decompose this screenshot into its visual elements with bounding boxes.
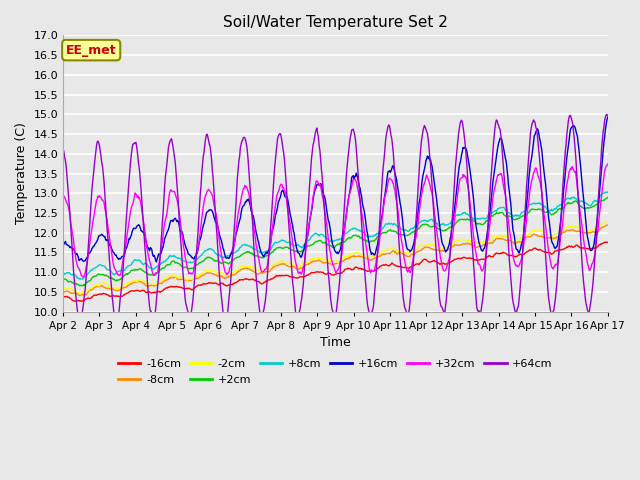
+8cm (60, 271, 67, 276)
Line: +16cm: +16cm (63, 118, 608, 262)
+64cm (221, 318, 229, 324)
+64cm (604, 113, 612, 119)
+2cm (604, 194, 612, 200)
-2cm (403, 250, 410, 256)
-2cm (60, 285, 67, 291)
+16cm (60, 243, 67, 249)
Legend: -16cm, -8cm, -2cm, +2cm, +8cm, +16cm, +32cm, +64cm: -16cm, -8cm, -2cm, +2cm, +8cm, +16cm, +3… (114, 355, 557, 389)
-16cm (419, 258, 426, 264)
+8cm (76, 276, 84, 282)
+16cm (152, 259, 160, 265)
Text: EE_met: EE_met (66, 44, 116, 57)
+2cm (181, 264, 189, 270)
-2cm (181, 276, 189, 282)
+8cm (604, 189, 612, 195)
Line: -8cm: -8cm (63, 225, 608, 296)
+64cm (403, 309, 410, 315)
-16cm (60, 294, 67, 300)
+64cm (125, 177, 133, 183)
-2cm (69, 287, 77, 293)
-16cm (77, 299, 85, 304)
-16cm (210, 280, 218, 286)
Line: -16cm: -16cm (63, 242, 608, 301)
-2cm (604, 218, 612, 224)
+8cm (126, 263, 134, 268)
+2cm (419, 222, 426, 228)
Line: +8cm: +8cm (63, 192, 608, 279)
+8cm (181, 259, 189, 264)
X-axis label: Time: Time (320, 336, 351, 349)
+2cm (403, 233, 410, 239)
+2cm (210, 257, 218, 263)
-16cm (602, 239, 610, 245)
+32cm (403, 266, 410, 272)
+2cm (60, 277, 67, 283)
-8cm (210, 271, 218, 277)
Line: +64cm: +64cm (63, 115, 608, 321)
-16cm (126, 288, 134, 294)
+8cm (403, 228, 410, 234)
+16cm (604, 115, 612, 120)
-8cm (76, 293, 84, 299)
+2cm (79, 283, 86, 289)
-8cm (403, 253, 410, 259)
-8cm (60, 289, 67, 295)
Line: +32cm: +32cm (63, 164, 608, 277)
-2cm (419, 243, 426, 249)
+32cm (604, 161, 612, 167)
+64cm (180, 287, 188, 292)
+32cm (126, 213, 134, 219)
+16cm (210, 214, 218, 219)
+64cm (60, 146, 67, 152)
+32cm (60, 194, 67, 200)
-16cm (403, 264, 410, 270)
Line: -2cm: -2cm (63, 221, 608, 294)
-2cm (76, 291, 84, 297)
-16cm (604, 240, 612, 245)
+16cm (69, 246, 77, 252)
+16cm (419, 178, 426, 183)
-8cm (604, 222, 612, 228)
+8cm (69, 271, 77, 277)
+32cm (79, 274, 86, 280)
+2cm (69, 280, 77, 286)
+8cm (419, 217, 426, 223)
+16cm (125, 236, 133, 241)
Line: +2cm: +2cm (63, 197, 608, 286)
+8cm (210, 248, 218, 254)
-8cm (69, 290, 77, 296)
+64cm (69, 259, 77, 265)
Title: Soil/Water Temperature Set 2: Soil/Water Temperature Set 2 (223, 15, 448, 30)
+32cm (419, 189, 426, 194)
+64cm (603, 112, 611, 118)
-8cm (126, 282, 134, 288)
+16cm (403, 242, 410, 248)
+32cm (69, 233, 77, 239)
-2cm (210, 268, 218, 274)
-8cm (181, 277, 189, 283)
-8cm (419, 246, 426, 252)
+16cm (181, 242, 189, 248)
-2cm (126, 278, 134, 284)
-16cm (69, 298, 77, 303)
-16cm (181, 286, 189, 291)
+2cm (126, 270, 134, 276)
Y-axis label: Temperature (C): Temperature (C) (15, 122, 28, 225)
+32cm (210, 201, 218, 207)
+64cm (419, 134, 426, 140)
+32cm (181, 254, 189, 260)
+64cm (209, 175, 217, 181)
